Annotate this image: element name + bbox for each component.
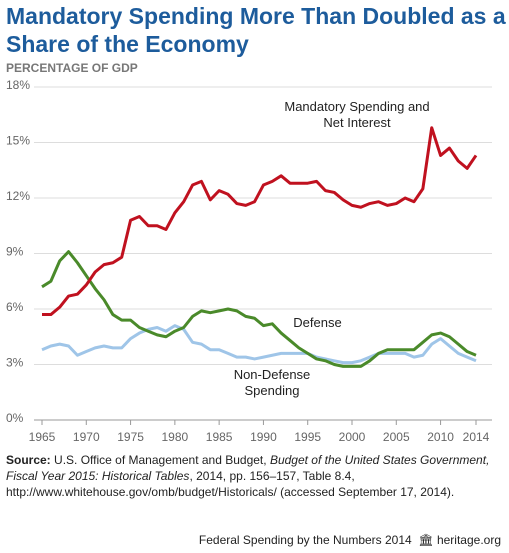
series-line [42,126,478,317]
chart-title: Mandatory Spending More Than Doubled as … [6,3,506,57]
series-line [41,324,477,365]
y-tick-label: 12% [6,189,30,203]
x-tick-label: 1970 [73,430,100,444]
y-tick-label: 18% [6,78,30,92]
source-text: Budget of the United States Government, … [6,453,490,483]
y-tick-label: 9% [6,245,24,259]
series-label: Mandatory Spending and Net Interest [284,99,430,130]
footer: Federal Spending by the Numbers 2014 🏛 h… [198,533,501,547]
x-tick-label: 1980 [162,430,189,444]
y-tick-label: 15% [6,134,30,148]
series-label: Defense [293,315,342,330]
x-tick-label: 1990 [250,430,277,444]
source-text: , 2014, pp. 156–157, Table 8.4, http://w… [6,469,455,499]
x-tick-label: 2010 [427,430,454,444]
source-text: U.S. Office of Management and Budget, [54,453,270,467]
source-label: Source: [6,453,51,467]
y-tick-label: 3% [6,356,24,370]
footer-text: Federal Spending by the Numbers 2014 [198,533,412,547]
y-axis-label: PERCENTAGE OF GDP [6,61,138,75]
y-tick-label: 6% [6,300,24,314]
series-label: Non-Defense Spending [233,367,311,398]
x-tick-label: 2000 [339,430,366,444]
x-tick-label: 1975 [117,430,144,444]
site: heritage.org [436,533,501,547]
x-tick-label: 1985 [206,430,233,444]
y-tick-label: 0% [6,411,24,425]
x-tick-label: 1995 [294,430,321,444]
x-tick-label: 1965 [29,430,56,444]
source: Source: U.S. Office of Management and Bu… [6,452,496,500]
series-line [41,250,477,368]
x-tick-label: 2014 [463,430,490,444]
x-tick-label: 2005 [383,430,410,444]
